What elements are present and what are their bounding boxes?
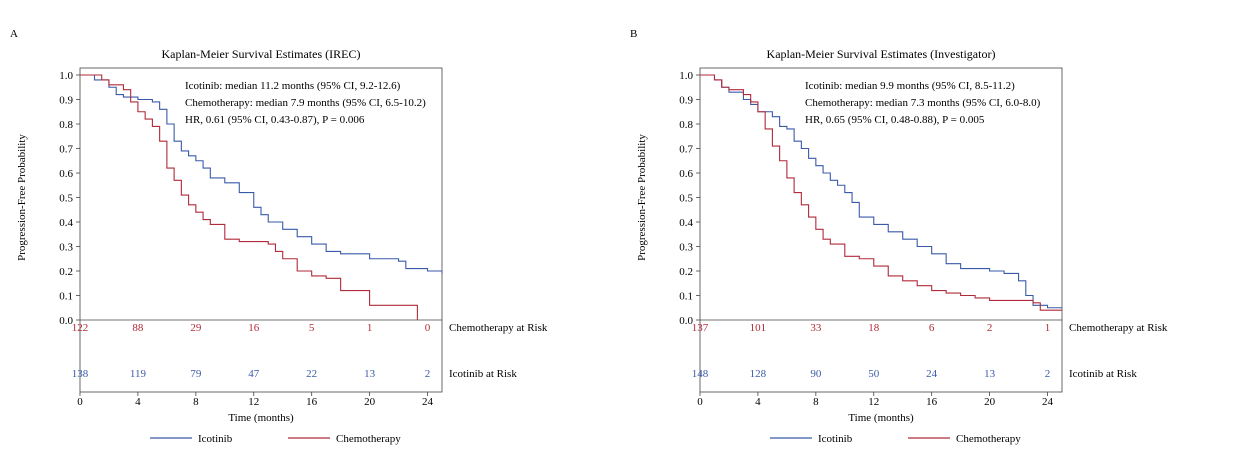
annotation-line: HR, 0.65 (95% CI, 0.48-0.88), P = 0.005: [805, 114, 985, 126]
at-risk-count: 13: [364, 368, 376, 380]
at-risk-count: 88: [132, 322, 144, 334]
x-tick-label: 0: [697, 396, 703, 408]
y-axis-label: Progression-Free Probability: [636, 134, 648, 261]
at-risk-count: 2: [425, 368, 431, 380]
km-chart-b: B Kaplan-Meier Survival Estimates (Invest…: [630, 28, 1168, 445]
x-axis-label: Time (months): [848, 412, 914, 424]
at-risk-count: 13: [984, 368, 996, 380]
at-risk-count: 90: [810, 368, 822, 380]
legend-label: Chemotherapy: [336, 433, 401, 445]
at-risk-count: 24: [926, 368, 938, 380]
at-risk-count: 138: [72, 368, 89, 380]
panel-letter: B: [630, 28, 637, 40]
at-risk-count: 33: [810, 322, 822, 334]
x-axis-label: Time (months): [228, 412, 294, 424]
at-risk-label: Chemotherapy at Risk: [1069, 322, 1168, 334]
x-tick-label: 8: [193, 396, 199, 408]
y-tick-label: 0.1: [679, 291, 693, 303]
y-tick-label: 0.3: [679, 242, 693, 254]
at-risk-count: 50: [868, 368, 880, 380]
km-panel-b: B Kaplan-Meier Survival Estimates (Invest…: [620, 0, 1241, 459]
y-tick-label: 0.2: [679, 266, 693, 278]
panel-letter: A: [10, 28, 18, 40]
y-tick-label: 0.5: [59, 193, 73, 205]
legend-label: Chemotherapy: [956, 433, 1021, 445]
legend-label: Icotinib: [818, 433, 853, 445]
x-tick-label: 0: [77, 396, 83, 408]
y-tick-label: 0.7: [679, 144, 693, 156]
y-tick-label: 0.1: [59, 291, 73, 303]
y-tick-label: 0.2: [59, 266, 73, 278]
x-tick-label: 24: [422, 396, 434, 408]
at-risk-count: 22: [306, 368, 317, 380]
plot-frame: [699, 67, 1063, 393]
at-risk-count: 148: [692, 368, 709, 380]
plot-frame: [79, 67, 443, 393]
y-tick-label: 0.8: [679, 119, 693, 131]
y-tick-label: 0.0: [59, 315, 73, 327]
y-tick-label: 0.6: [59, 168, 73, 180]
annotation-line: HR, 0.61 (95% CI, 0.43-0.87), P = 0.006: [185, 114, 365, 126]
y-tick-label: 0.4: [59, 217, 73, 229]
chart-title: Kaplan-Meier Survival Estimates (IREC): [162, 47, 361, 61]
annotation-line: Icotinib: median 11.2 months (95% CI, 9.…: [185, 80, 401, 92]
y-tick-label: 1.0: [679, 70, 693, 82]
y-tick-label: 0.7: [59, 144, 73, 156]
at-risk-count: 122: [72, 322, 89, 334]
km-curve-chemotherapy: [80, 74, 418, 320]
at-risk-count: 2: [1045, 368, 1051, 380]
y-tick-label: 0.9: [59, 95, 73, 107]
chart-title: Kaplan-Meier Survival Estimates (Investi…: [767, 47, 996, 61]
x-tick-label: 12: [868, 396, 879, 408]
at-risk-count: 1: [367, 322, 373, 334]
at-risk-count: 79: [190, 368, 202, 380]
annotation-line: Chemotherapy: median 7.9 months (95% CI,…: [185, 97, 426, 109]
legend-label: Icotinib: [198, 433, 233, 445]
km-chart-a: A Kaplan-Meier Survival Estimates (IREC) 0…: [10, 28, 548, 445]
at-risk-count: 0: [425, 322, 431, 334]
x-tick-label: 20: [984, 396, 996, 408]
y-tick-label: 0.5: [679, 193, 693, 205]
x-tick-label: 4: [135, 396, 141, 408]
at-risk-label: Chemotherapy at Risk: [449, 322, 548, 334]
at-risk-count: 6: [929, 322, 935, 334]
km-panel-a: A Kaplan-Meier Survival Estimates (IREC) 0…: [0, 0, 620, 459]
x-tick-label: 16: [306, 396, 318, 408]
y-tick-label: 0.8: [59, 119, 73, 131]
at-risk-count: 101: [750, 322, 767, 334]
at-risk-label: Icotinib at Risk: [449, 368, 517, 380]
x-tick-label: 20: [364, 396, 376, 408]
km-curve-chemotherapy: [700, 74, 1062, 311]
x-tick-label: 8: [813, 396, 819, 408]
at-risk-count: 2: [987, 322, 993, 334]
at-risk-count: 5: [309, 322, 315, 334]
at-risk-count: 47: [248, 368, 260, 380]
x-tick-label: 24: [1042, 396, 1054, 408]
annotation-line: Chemotherapy: median 7.3 months (95% CI,…: [805, 97, 1041, 109]
x-tick-label: 4: [755, 396, 761, 408]
at-risk-count: 1: [1045, 322, 1051, 334]
km-curve-icotinib: [700, 74, 1062, 309]
at-risk-count: 119: [130, 368, 147, 380]
at-risk-count: 137: [692, 322, 709, 334]
x-tick-label: 12: [248, 396, 259, 408]
at-risk-count: 16: [248, 322, 260, 334]
y-tick-label: 0.0: [679, 315, 693, 327]
x-tick-label: 16: [926, 396, 938, 408]
at-risk-label: Icotinib at Risk: [1069, 368, 1137, 380]
y-tick-label: 0.4: [679, 217, 693, 229]
at-risk-count: 128: [750, 368, 767, 380]
y-tick-label: 1.0: [59, 70, 73, 82]
y-tick-label: 0.9: [679, 95, 693, 107]
annotation-line: Icotinib: median 9.9 months (95% CI, 8.5…: [805, 80, 1015, 92]
y-tick-label: 0.6: [679, 168, 693, 180]
km-curve-icotinib: [80, 74, 443, 274]
at-risk-count: 29: [190, 322, 202, 334]
y-axis-label: Progression-Free Probability: [16, 134, 28, 261]
at-risk-count: 18: [868, 322, 880, 334]
y-tick-label: 0.3: [59, 242, 73, 254]
